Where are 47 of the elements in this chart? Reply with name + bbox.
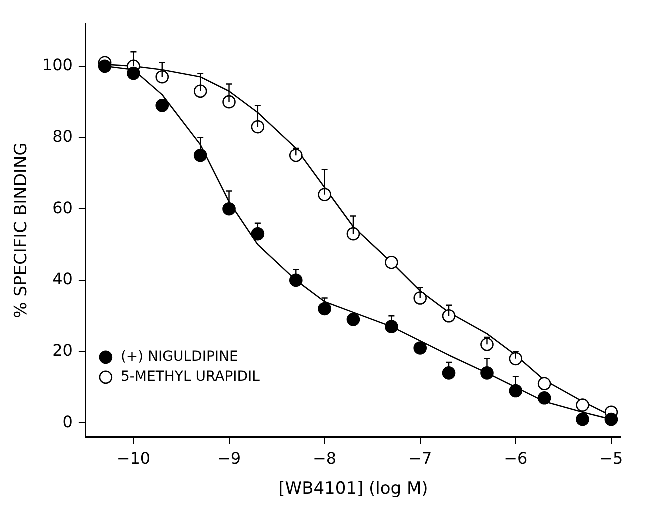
point	[222, 202, 236, 216]
x-tick-label: −9	[217, 449, 242, 468]
point	[576, 398, 590, 412]
point	[385, 256, 398, 270]
point	[442, 309, 456, 323]
x-axis-title: [WB4101] (log M)	[278, 479, 428, 500]
y-tick-label: 20	[52, 340, 73, 360]
x-tick-label: −5	[600, 449, 624, 468]
point	[98, 60, 112, 74]
point	[289, 274, 303, 288]
point	[346, 313, 360, 326]
x-tick-label: −6	[504, 449, 528, 468]
point	[480, 338, 494, 352]
point	[509, 352, 523, 366]
point	[251, 227, 265, 241]
point	[385, 320, 398, 334]
y-tick-label: 60	[52, 198, 73, 218]
point	[318, 188, 332, 202]
x-tick-label: −10	[116, 449, 151, 468]
point	[538, 392, 552, 405]
point	[156, 98, 170, 112]
x-tick-label: −7	[408, 449, 432, 468]
point	[251, 120, 265, 134]
point	[318, 302, 332, 316]
y-tick-label: 40	[52, 270, 73, 289]
point	[604, 412, 618, 426]
point	[509, 384, 523, 398]
y-axis-title: % SPECIFIC BINDING	[12, 142, 32, 318]
point	[346, 227, 360, 241]
point	[576, 412, 590, 426]
point	[289, 148, 303, 162]
legend-label: (+) NIGULDIPINE	[120, 349, 238, 366]
point	[414, 342, 427, 355]
y-tick-label: 0	[62, 412, 73, 432]
legend-label: 5-METHYL URAPIDIL	[120, 369, 260, 386]
y-tick-label: 80	[52, 126, 73, 146]
point	[127, 66, 140, 80]
point	[194, 148, 208, 162]
point	[194, 84, 208, 98]
x-tick-label: −8	[313, 449, 337, 468]
point	[414, 292, 427, 305]
point	[480, 366, 494, 380]
point	[538, 377, 552, 391]
point	[156, 70, 170, 84]
point	[442, 366, 456, 380]
point	[222, 95, 236, 109]
y-tick-label: 100	[42, 56, 73, 75]
